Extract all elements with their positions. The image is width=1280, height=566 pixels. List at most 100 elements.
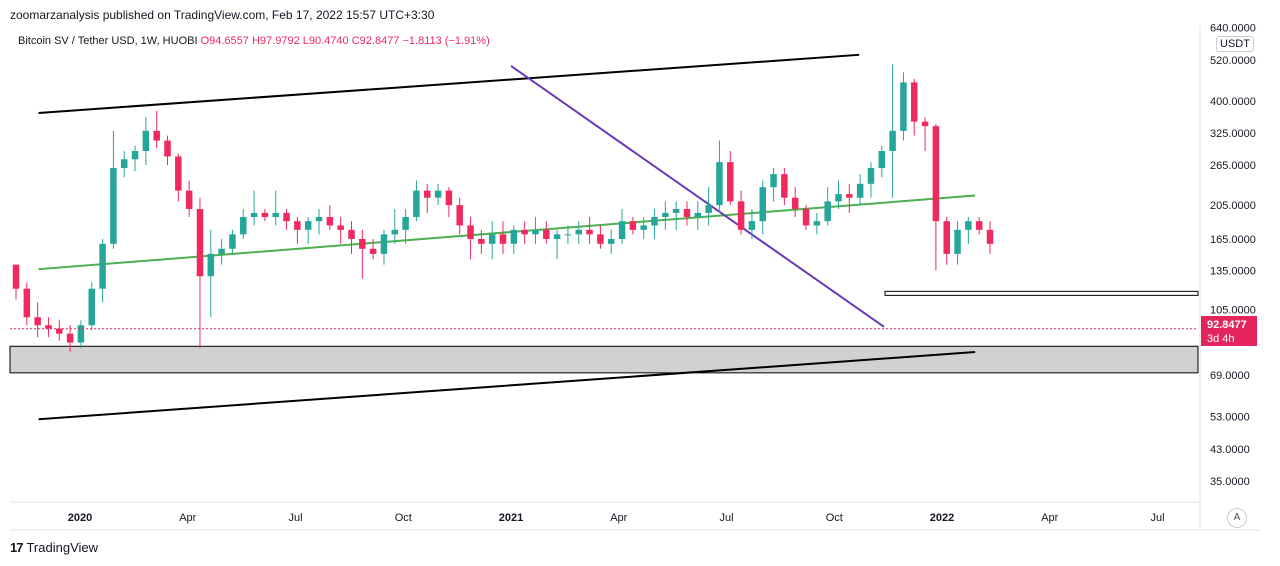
price-tick-label: 265.0000: [1210, 160, 1256, 172]
candle-body: [164, 140, 171, 157]
candle-body: [337, 225, 344, 230]
time-tick-label: 2021: [499, 512, 523, 524]
candle-body: [856, 183, 864, 198]
candle-body: [175, 156, 182, 191]
candle-body: [391, 229, 399, 235]
candle-body: [781, 174, 788, 198]
price-tick-label: 69.0000: [1210, 370, 1250, 382]
currency-unit-button[interactable]: USDT: [1216, 36, 1254, 52]
candle-body: [770, 174, 777, 188]
price-tick-label: 43.0000: [1210, 444, 1250, 456]
tradingview-logo-icon: 17: [10, 540, 24, 555]
candle-body: [975, 221, 983, 230]
price-tick-label: 325.0000: [1210, 128, 1256, 140]
candle-body: [12, 264, 20, 289]
price-tick-label: 135.0000: [1210, 265, 1256, 277]
candle-body: [229, 234, 236, 249]
last-price-value: 92.8477: [1207, 319, 1247, 331]
time-tick-label: Jul: [719, 512, 733, 524]
candle-body: [618, 221, 626, 240]
candle-body: [359, 239, 366, 249]
candle-body: [304, 221, 312, 230]
time-tick-label: Apr: [610, 512, 627, 524]
candle-body: [77, 325, 85, 343]
candle-body: [586, 229, 593, 235]
candle-body: [629, 221, 637, 230]
candle-body: [683, 208, 691, 217]
symbol-title: Bitcoin SV / Tether USD, 1W, HUOBI: [18, 35, 198, 47]
candle-body: [900, 82, 907, 131]
time-tick-label: 2020: [68, 512, 92, 524]
price-tick-label: 640.0000: [1210, 22, 1256, 34]
candle-body: [759, 187, 766, 222]
candle-body: [889, 130, 896, 151]
candle-body: [607, 239, 615, 244]
candle-body: [510, 229, 518, 244]
candle-body: [45, 325, 52, 329]
candle-body: [867, 168, 875, 184]
candle-body: [727, 162, 734, 202]
price-axis-labels: 640.0000 520.0000 400.0000 325.0000 265.0000…: [1210, 22, 1256, 488]
candle-body: [521, 229, 528, 235]
candle-body: [954, 229, 961, 254]
time-tick-label: Jul: [288, 512, 302, 524]
candle-body: [467, 225, 474, 240]
price-tick-label: 35.0000: [1210, 476, 1250, 488]
price-tick-label: 205.0000: [1210, 200, 1256, 212]
candle-body: [575, 229, 583, 235]
candle-body: [705, 205, 712, 213]
candle-body: [348, 229, 355, 240]
candle-body: [672, 208, 680, 213]
support-zone: [9, 345, 1199, 374]
candle-body: [802, 208, 810, 226]
candle-body: [445, 190, 453, 206]
candle-body: [369, 248, 377, 254]
candle-body: [553, 234, 561, 240]
time-tick-label: 2022: [930, 512, 954, 524]
candle-body: [142, 130, 150, 151]
bar-countdown: 3d 4h: [1207, 333, 1235, 345]
candle-body: [737, 201, 745, 230]
time-tick-label: Apr: [179, 512, 196, 524]
time-tick-label: Jul: [1150, 512, 1164, 524]
time-tick-label: Oct: [395, 512, 412, 524]
trendlines-layer: [38, 53, 976, 421]
candle-body: [835, 194, 842, 202]
candle-body: [662, 212, 669, 217]
zones-layer: [9, 290, 1199, 374]
candle-body: [965, 221, 972, 230]
close-value: C92.8477: [351, 35, 400, 47]
candle-body: [878, 150, 886, 169]
symbol-legend[interactable]: Bitcoin SV / Tether USD, 1W, HUOBI O94.6…: [18, 35, 490, 47]
candle-body: [423, 190, 431, 198]
candle-body: [196, 208, 204, 277]
low-value: L90.4740: [302, 35, 349, 47]
auto-scale-button[interactable]: A: [1227, 508, 1247, 528]
candle-body: [532, 229, 539, 235]
candle-body: [824, 201, 831, 222]
candle-body: [326, 216, 334, 226]
candle-body: [543, 229, 550, 240]
candle-body: [986, 229, 994, 244]
candle-body: [56, 328, 63, 334]
candle-body: [748, 221, 756, 230]
candle-body: [110, 168, 117, 244]
candle-body: [910, 82, 918, 122]
candle-body: [640, 225, 647, 230]
candle-body: [846, 194, 853, 198]
candle-body: [131, 150, 139, 160]
open-value: O94.6557: [200, 35, 249, 47]
time-tick-label: Oct: [826, 512, 843, 524]
candle-body: [294, 221, 301, 230]
candle-body: [813, 221, 821, 226]
candle-body: [932, 126, 940, 222]
candle-body: [402, 216, 409, 230]
candle-body: [99, 243, 106, 289]
candle-body: [261, 212, 269, 217]
candle-body: [716, 162, 723, 206]
price-tick-label: 520.0000: [1210, 55, 1256, 67]
candle-body: [283, 212, 290, 222]
publisher-line: zoomarzanalysis published on TradingView…: [10, 8, 435, 22]
candle-body: [380, 234, 388, 254]
